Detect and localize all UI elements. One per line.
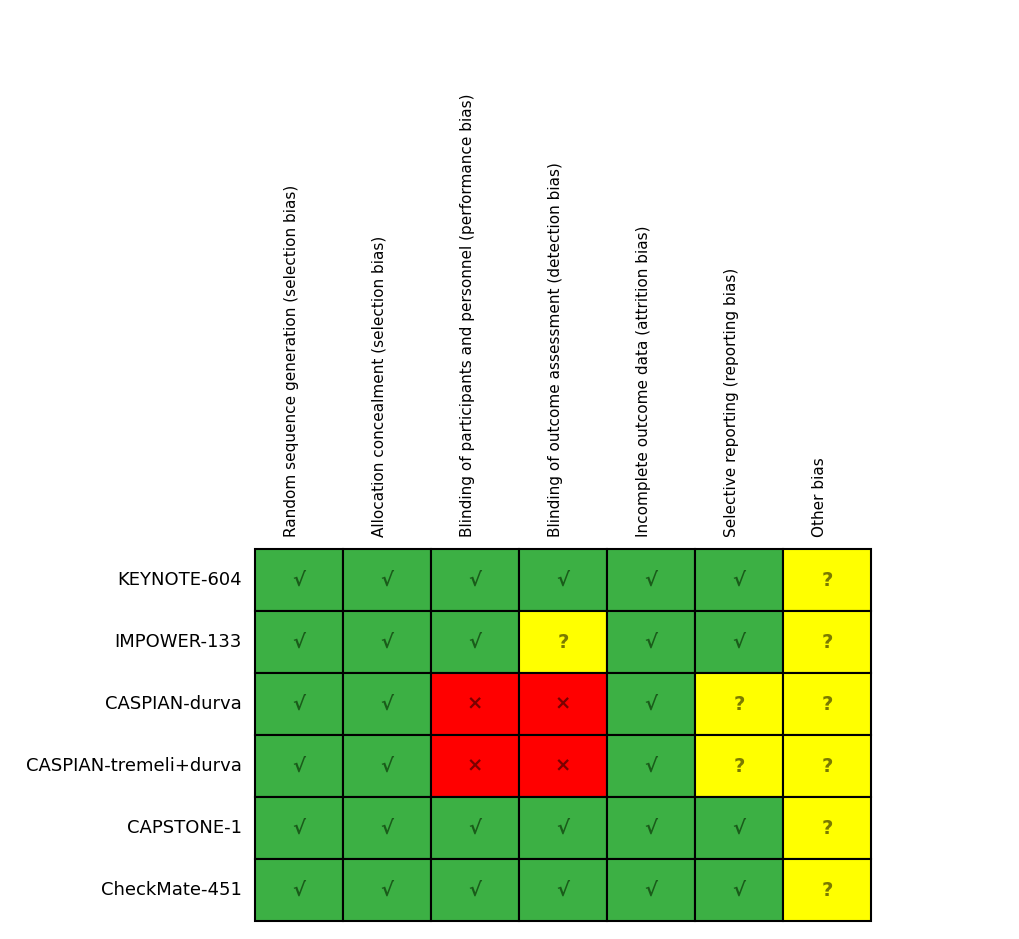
Text: ?: ? (820, 757, 832, 776)
Bar (694, 735, 783, 797)
Bar (783, 673, 870, 735)
Text: √: √ (644, 571, 657, 590)
Text: CASPIAN-tremeli+durva: CASPIAN-tremeli+durva (26, 757, 242, 775)
Text: √: √ (292, 881, 306, 900)
Text: √: √ (292, 819, 306, 838)
Bar (255, 797, 342, 859)
Bar (694, 797, 783, 859)
Text: Other bias: Other bias (811, 457, 826, 537)
Bar (783, 611, 870, 673)
Bar (783, 549, 870, 611)
Text: Allocation concealment (selection bias): Allocation concealment (selection bias) (372, 236, 386, 537)
Text: √: √ (644, 881, 657, 900)
Bar (342, 797, 431, 859)
Text: √: √ (556, 819, 569, 838)
Bar (519, 549, 606, 611)
Bar (783, 797, 870, 859)
Text: √: √ (468, 881, 481, 900)
Bar (255, 611, 342, 673)
Bar (783, 859, 870, 921)
Text: √: √ (732, 881, 745, 900)
Bar (342, 549, 431, 611)
Text: ?: ? (556, 633, 569, 652)
Text: IMPOWER-133: IMPOWER-133 (114, 633, 242, 651)
Bar (606, 549, 694, 611)
Text: √: √ (468, 633, 481, 652)
Bar (342, 735, 431, 797)
Bar (342, 611, 431, 673)
Bar (694, 673, 783, 735)
Text: √: √ (556, 881, 569, 900)
Bar (606, 735, 694, 797)
Text: ?: ? (820, 571, 832, 590)
Text: √: √ (468, 571, 481, 590)
Text: ?: ? (820, 881, 832, 900)
Text: Blinding of participants and personnel (performance bias): Blinding of participants and personnel (… (460, 94, 475, 537)
Bar (606, 859, 694, 921)
Text: ?: ? (733, 695, 744, 714)
Bar (342, 859, 431, 921)
Text: √: √ (556, 571, 569, 590)
Bar (255, 673, 342, 735)
Text: √: √ (292, 633, 306, 652)
Bar (694, 859, 783, 921)
Bar (431, 859, 519, 921)
Bar (255, 735, 342, 797)
Text: √: √ (644, 695, 657, 714)
Bar (431, 611, 519, 673)
Text: √: √ (380, 633, 393, 652)
Bar (255, 549, 342, 611)
Text: √: √ (380, 571, 393, 590)
Bar (431, 797, 519, 859)
Bar (519, 797, 606, 859)
Bar (519, 611, 606, 673)
Text: √: √ (468, 819, 481, 838)
Bar (431, 673, 519, 735)
Bar (694, 611, 783, 673)
Text: ×: × (467, 695, 483, 714)
Bar (606, 611, 694, 673)
Bar (606, 797, 694, 859)
Text: KEYNOTE-604: KEYNOTE-604 (117, 571, 242, 589)
Text: ×: × (467, 757, 483, 776)
Bar (694, 549, 783, 611)
Bar (431, 735, 519, 797)
Text: ×: × (554, 757, 571, 776)
Text: CheckMate-451: CheckMate-451 (101, 881, 242, 899)
Text: √: √ (292, 571, 306, 590)
Bar (342, 673, 431, 735)
Text: √: √ (644, 633, 657, 652)
Text: ×: × (554, 695, 571, 714)
Text: Blinding of outcome assessment (detection bias): Blinding of outcome assessment (detectio… (547, 162, 562, 537)
Text: √: √ (380, 819, 393, 838)
Text: Selective reporting (reporting bias): Selective reporting (reporting bias) (723, 268, 739, 537)
Text: √: √ (380, 695, 393, 714)
Bar (519, 673, 606, 735)
Text: √: √ (380, 757, 393, 776)
Text: √: √ (292, 695, 306, 714)
Text: ?: ? (820, 633, 832, 652)
Text: CAPSTONE-1: CAPSTONE-1 (127, 819, 242, 837)
Text: √: √ (644, 757, 657, 776)
Text: ?: ? (820, 695, 832, 714)
Text: Random sequence generation (selection bias): Random sequence generation (selection bi… (283, 185, 299, 537)
Text: √: √ (644, 819, 657, 838)
Text: √: √ (732, 571, 745, 590)
Text: √: √ (380, 881, 393, 900)
Bar (606, 673, 694, 735)
Bar (783, 735, 870, 797)
Text: ?: ? (733, 757, 744, 776)
Text: √: √ (732, 819, 745, 838)
Text: CASPIAN-durva: CASPIAN-durva (105, 695, 242, 713)
Text: √: √ (732, 633, 745, 652)
Text: √: √ (292, 757, 306, 776)
Text: Incomplete outcome data (attrition bias): Incomplete outcome data (attrition bias) (636, 225, 650, 537)
Text: ?: ? (820, 819, 832, 838)
Bar (255, 859, 342, 921)
Bar (519, 859, 606, 921)
Bar (519, 735, 606, 797)
Bar (431, 549, 519, 611)
